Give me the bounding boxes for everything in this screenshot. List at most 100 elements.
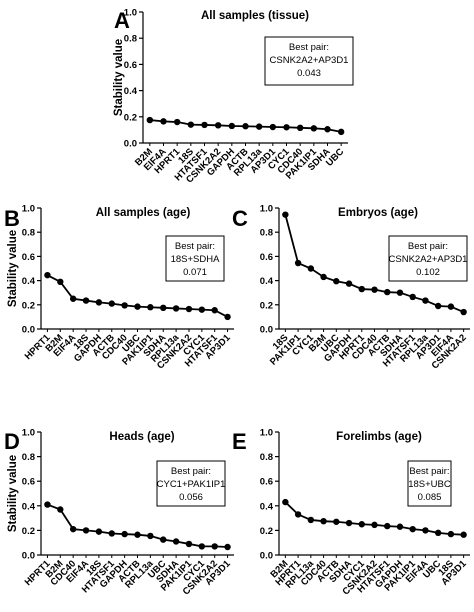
data-point: [211, 307, 218, 314]
data-point: [282, 211, 289, 218]
data-point: [333, 278, 340, 285]
panel-letter: B: [4, 206, 20, 231]
best-pair-value: 0.056: [179, 492, 203, 503]
data-point: [82, 527, 90, 534]
best-pair-heading: Best pair:: [409, 466, 449, 477]
data-point: [409, 525, 416, 533]
y-tick-label: 0.2: [22, 526, 35, 537]
best-pair-genes: CYC1+PAK1IP1: [157, 479, 226, 490]
panel-c: C Embryos (age)0.00.20.40.60.81.018SPAK1I…: [232, 204, 470, 371]
data-point: [108, 530, 115, 537]
data-point: [255, 123, 263, 130]
panel-a: A All samples (tissue) 0.0 0.2 0.4 0.6 0.8 1.0 S…: [113, 8, 354, 185]
data-point: [185, 540, 193, 548]
data-point: [337, 128, 345, 136]
y-tick-label: 0.8: [260, 452, 273, 463]
best-pair-value: 0.071: [183, 267, 207, 278]
y-tick-label: 0.2: [260, 300, 273, 311]
y-axis-label: Stability value: [7, 455, 19, 532]
best-pair-frame: [388, 235, 468, 282]
y-tick-label: 0.6: [260, 477, 273, 488]
data-point: [371, 286, 378, 293]
data-point: [69, 295, 77, 302]
y-tick-label: 0.6: [22, 477, 35, 488]
data-point: [384, 288, 391, 296]
panel-letter: A: [114, 8, 130, 33]
data-point: [282, 498, 289, 506]
data-point: [214, 122, 222, 129]
y-tick-label: 1.0: [260, 428, 273, 439]
data-point: [211, 543, 218, 550]
data-point: [320, 517, 327, 525]
data-point: [384, 522, 391, 530]
data-point: [242, 123, 249, 130]
data-point: [187, 121, 195, 128]
best-pair-frame: [264, 36, 354, 86]
best-pair-heading: Best pair:: [408, 241, 448, 252]
data-point: [447, 303, 455, 310]
best-pair-frame: [156, 460, 226, 507]
data-point: [296, 124, 304, 132]
data-point: [224, 543, 231, 551]
data-point: [108, 300, 115, 307]
best-pair-frame: [165, 235, 225, 282]
best-pair-genes: 18S+UBC: [408, 479, 451, 490]
y-tick-label: 0.0: [260, 325, 273, 336]
data-point: [294, 259, 302, 267]
y-tick-label: 0.2: [260, 526, 273, 537]
y-tick-label: 0.4: [260, 501, 274, 512]
data-point: [146, 116, 154, 124]
best-pair-heading: Best pair:: [175, 241, 215, 252]
data-point: [409, 293, 416, 301]
y-tick-label: 0.6: [124, 60, 137, 71]
y-tick-label: 0.0: [124, 139, 137, 150]
data-point: [307, 516, 315, 524]
data-point: [434, 529, 442, 537]
y-tick-label: 1.0: [22, 204, 35, 215]
y-tick-label: 1.0: [260, 204, 273, 215]
best-pair-heading: Best pair:: [289, 42, 329, 53]
data-point: [57, 506, 64, 513]
best-pair-value: 0.085: [418, 492, 442, 503]
data-point: [82, 297, 90, 304]
y-tick-label: 1.0: [22, 428, 35, 439]
data-point: [160, 304, 167, 312]
y-tick-label: 0.4: [22, 501, 36, 512]
best-pair-value: 0.102: [416, 267, 440, 278]
data-point: [160, 118, 167, 125]
data-point: [434, 302, 442, 310]
y-axis-label: Stability value: [113, 39, 125, 116]
best-pair-box: Best pair: CSNK2A2+AP3D1 0.102: [388, 235, 468, 282]
data-point: [371, 521, 378, 529]
data-point: [396, 289, 404, 296]
data-point: [172, 538, 180, 545]
data-point: [460, 531, 467, 538]
panel-letter: C: [232, 206, 248, 231]
data-point: [345, 519, 353, 527]
data-point: [198, 543, 206, 550]
y-tick-label: 0.8: [22, 228, 35, 239]
panel-letter: D: [4, 429, 20, 454]
data-point: [147, 532, 154, 540]
y-tick-label: 0.4: [124, 86, 138, 97]
series-line: [47, 503, 228, 548]
y-tick-label: 0.0: [260, 551, 273, 562]
data-point: [345, 280, 353, 287]
data-point: [269, 123, 277, 131]
data-point: [422, 297, 429, 304]
y-tick-label: 0.2: [124, 112, 137, 123]
y-tick-label: 0.6: [260, 252, 273, 263]
data-point: [201, 121, 208, 129]
panel-e: E Forelimbs (age)0.00.20.40.60.81.0B2MHPR…: [232, 428, 470, 597]
data-point: [160, 536, 167, 543]
data-point: [134, 531, 141, 538]
data-point: [185, 305, 193, 313]
chart-title: Forelimbs (age): [336, 431, 422, 443]
data-point: [173, 118, 181, 126]
data-point: [44, 501, 51, 508]
data-point: [320, 273, 327, 281]
y-tick-label: 1.0: [124, 8, 137, 19]
best-pair-genes: CSNK2A2+AP3D1: [389, 254, 468, 265]
chart-title: All samples (age): [96, 207, 191, 219]
